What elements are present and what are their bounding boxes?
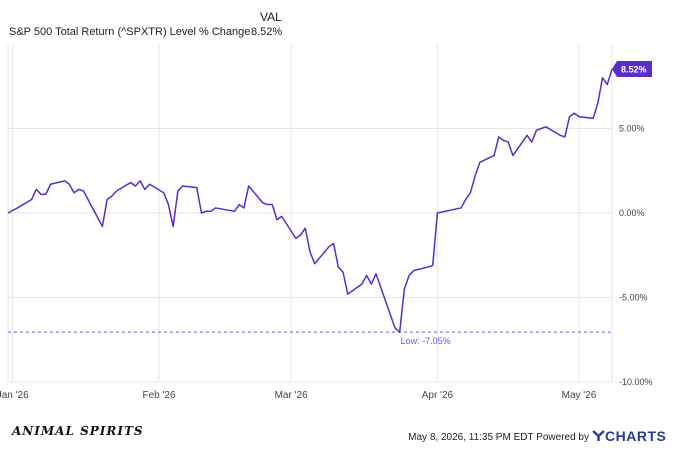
last-value-label: 8.52% [621,65,647,75]
y-tick-label: 0.00% [619,208,645,218]
x-tick-label: Mar '26 [275,390,308,401]
legend-column-header: VAL [260,10,282,24]
low-label: Low: -7.05% [401,336,451,346]
y-tick-label: 5.00% [619,124,645,134]
x-tick-label: May '26 [562,390,597,401]
x-tick-label: Feb '26 [142,390,175,401]
ycharts-logo-text: CHARTS [605,428,667,444]
footer-timestamp: May 8, 2026, 11:35 PM EDT Powered by [408,432,589,443]
ycharts-y-icon [592,430,605,441]
series-line [7,68,613,333]
legend-series-value: 8.52% [251,26,283,38]
y-tick-label: -5.00% [619,293,648,303]
last-value-badge [612,61,652,78]
animal-spirits-logo: ANIMAL SPIRITS [12,424,144,438]
x-tick-label: Jan '26 [0,390,29,401]
ycharts-logo[interactable]: CHARTS [592,428,666,444]
x-tick-label: Apr '26 [422,390,454,401]
y-tick-label: -10.00% [619,377,653,387]
legend-series-name[interactable]: S&P 500 Total Return (^SPXTR) Level % Ch… [9,26,251,38]
